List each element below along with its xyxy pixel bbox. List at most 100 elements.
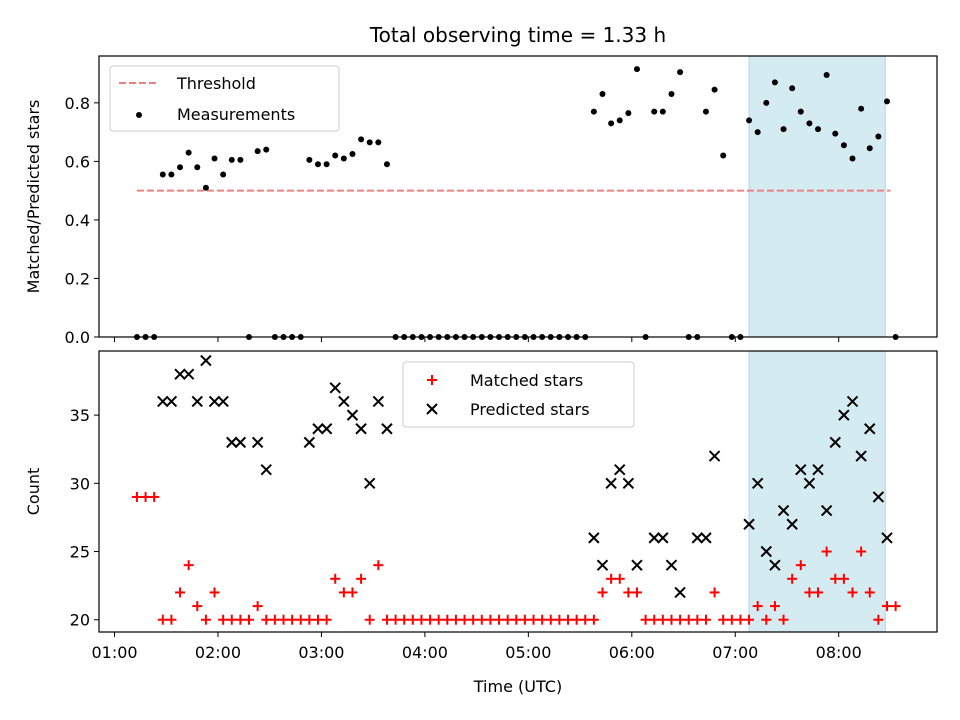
matched-stars-point [744,614,755,625]
matched-stars-point [838,573,849,584]
matched-stars-point [399,614,410,625]
measurement-point [254,148,261,155]
matched-stars-point [364,614,375,625]
matched-stars-point [278,614,289,625]
top-ytick-label: 0.4 [65,211,90,230]
x-marker-b [329,382,341,394]
xtick-label: 06:00 [609,643,655,662]
top-legend: Threshold Measurements [109,65,340,132]
predicted-stars-point [838,409,850,421]
measurement-point [608,120,615,127]
x-marker-b [588,532,600,544]
matched-stars-point [476,614,487,625]
matched-stars-point [709,587,720,598]
matched-stars-point [442,614,453,625]
measurement-point [780,126,787,133]
top-panel: 0.0 0.2 0.4 0.6 0.8 Matched/Predicted stars Th… [24,55,938,347]
matched-stars-point [683,614,694,625]
predicted-stars-point [320,423,333,435]
matched-stars-point [356,573,367,584]
x-marker-b [364,477,376,490]
measurement-point [771,79,778,86]
matched-stars-point [804,587,815,598]
predicted-stars-point [769,559,781,571]
matched-stars-point [735,614,746,625]
matched-stars-point [649,614,660,625]
matched-stars-point [338,587,349,598]
matched-stars-point [149,491,160,502]
x-marker-b [217,395,229,408]
bottom-ytick-label: 30 [70,474,90,493]
top-ylabel: Matched/Predicted stars [24,100,43,294]
predicted-stars-point [881,532,893,544]
predicted-stars-point [605,477,617,490]
measurement-point [383,161,390,168]
predicted-stars-point [226,436,238,449]
predicted-stars-point [872,491,885,503]
matched-stars-point [494,614,505,625]
predicted-stars-point [372,395,385,408]
xlabel: Time (UTC) [473,677,562,696]
predicted-stars-point [743,518,755,530]
measurement-point [858,105,865,112]
x-marker-b [605,477,617,490]
matched-stars-point [718,614,729,625]
measurement-point [211,155,218,162]
matched-stars-point [614,573,625,584]
top-ytick-label: 0.0 [65,328,90,347]
measurement-point [659,108,666,115]
matched-stars-point [304,614,315,625]
x-marker-b [312,423,324,435]
measurement-point [159,171,166,178]
measurement-point [590,108,597,115]
predicted-stars-point [588,532,600,544]
measurement-point [314,161,321,168]
matched-stars-point [813,587,824,598]
matched-stars-point [373,560,384,571]
x-marker-b [820,504,833,517]
x-marker-b [346,409,359,421]
legend-box [402,361,635,428]
x-marker-b [174,368,186,380]
matched-stars-point [890,601,901,612]
measurement-point [746,117,753,124]
matched-stars-point [580,614,591,625]
measurement-point [616,117,623,124]
predicted-stars-point [614,463,626,476]
x-marker-b [191,395,203,408]
x-marker-b [881,532,893,544]
measurement-point [677,69,684,76]
x-marker-b [648,532,660,544]
x-marker-b [769,559,781,571]
x-marker-b [614,463,626,476]
matched-stars-point [864,587,875,598]
matched-stars-point [519,614,530,625]
predicted-stars-point [234,436,247,449]
x-marker-b [260,463,272,476]
measurement-point [263,146,270,153]
matched-stars-point [252,601,263,612]
legend-measurements-label: Measurements [177,105,295,124]
x-marker-b [165,395,178,408]
measurement-point [220,171,227,178]
matched-stars-point [200,614,211,625]
matched-stars-point [226,614,237,625]
matched-stars-point [192,601,203,612]
bottom-axes-frame [98,350,938,633]
bottom-ytick-label: 25 [70,543,90,562]
x-marker-b [631,559,643,571]
measurement-point [366,139,373,146]
matched-stars-point [485,614,496,625]
matched-stars-point [881,601,892,612]
predicted-stars-point [596,559,609,571]
measurement-point [306,156,313,163]
x-marker-b [803,477,816,490]
predicted-stars-point [829,436,841,449]
xtick-label: 08:00 [816,643,862,662]
x-marker-b [157,395,169,408]
x-marker-b [751,477,764,490]
matched-stars-point [390,614,401,625]
matched-stars-point [821,546,832,557]
matched-stars-point [528,614,539,625]
matched-stars-point [287,614,298,625]
